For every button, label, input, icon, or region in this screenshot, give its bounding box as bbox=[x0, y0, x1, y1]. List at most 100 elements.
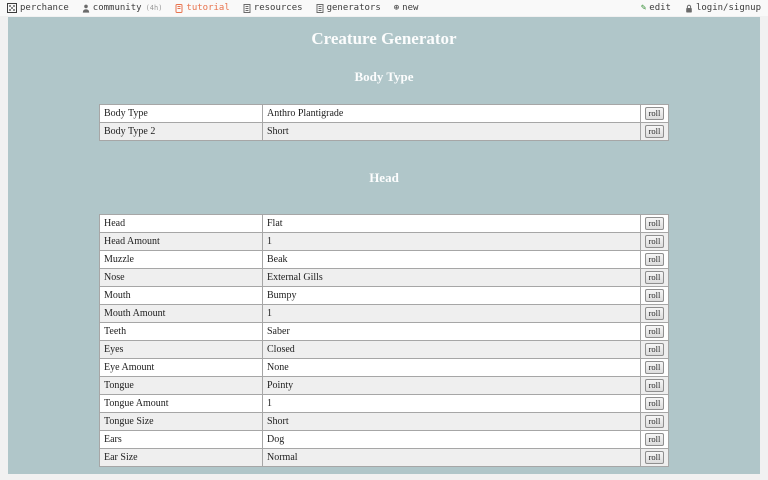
table-row: Head Amount 1 roll bbox=[99, 232, 669, 251]
nav-item-perchance[interactable]: perchance bbox=[7, 3, 69, 13]
row-label: Mouth bbox=[99, 286, 263, 305]
row-value: Bumpy bbox=[262, 286, 641, 305]
table-row: Tongue Pointy roll bbox=[99, 376, 669, 395]
roll-button[interactable]: roll bbox=[644, 288, 665, 303]
row-label: Mouth Amount bbox=[99, 304, 263, 323]
row-value: External Gills bbox=[262, 268, 641, 287]
nav-item-generators[interactable]: generators bbox=[316, 3, 381, 13]
table-row: Tongue Amount 1 roll bbox=[99, 394, 669, 413]
generator-section: Body Type Body Type Anthro Plantigrade r… bbox=[8, 69, 760, 141]
roll-button[interactable]: roll bbox=[644, 270, 665, 285]
roll-button[interactable]: roll bbox=[644, 234, 665, 249]
generator-table: Head Flat roll Head Amount 1 roll Muzzle… bbox=[99, 214, 669, 467]
roll-button[interactable]: roll bbox=[644, 342, 665, 357]
section-heading: Body Type bbox=[354, 69, 414, 84]
table-row: Body Type Anthro Plantigrade roll bbox=[99, 104, 669, 123]
table-row: Ear Size Normal roll bbox=[99, 448, 669, 467]
roll-cell: roll bbox=[640, 322, 669, 341]
nav-label-new: new bbox=[402, 3, 419, 13]
row-value: Closed bbox=[262, 340, 641, 359]
roll-cell: roll bbox=[640, 430, 669, 449]
row-value: Pointy bbox=[262, 376, 641, 395]
nav-item-edit[interactable]: ✎ edit bbox=[641, 3, 671, 13]
community-person-icon bbox=[82, 4, 89, 13]
roll-button[interactable]: roll bbox=[644, 324, 665, 339]
row-value: 1 bbox=[262, 304, 641, 323]
nav-label-generators: generators bbox=[326, 3, 381, 13]
roll-button[interactable]: roll bbox=[644, 432, 665, 447]
page-title: Creature Generator bbox=[311, 29, 457, 48]
generators-page-icon bbox=[316, 3, 324, 13]
nav-item-login-signup[interactable]: login/signup bbox=[685, 3, 761, 13]
row-label: Eye Amount bbox=[99, 358, 263, 377]
edit-pencil-icon: ✎ bbox=[640, 2, 647, 13]
nav-label-perchance: perchance bbox=[20, 3, 69, 13]
roll-button[interactable]: roll bbox=[644, 360, 665, 375]
generator-page: Creature Generator Body Type Body Type A… bbox=[8, 17, 760, 474]
table-row: Eye Amount None roll bbox=[99, 358, 669, 377]
table-row: Muzzle Beak roll bbox=[99, 250, 669, 269]
row-label: Body Type bbox=[99, 104, 263, 123]
row-label: Ears bbox=[99, 430, 263, 449]
roll-button[interactable]: roll bbox=[644, 450, 665, 465]
roll-cell: roll bbox=[640, 412, 669, 431]
sections: Body Type Body Type Anthro Plantigrade r… bbox=[8, 69, 760, 467]
table-row: Eyes Closed roll bbox=[99, 340, 669, 359]
roll-cell: roll bbox=[640, 394, 669, 413]
table-row: Teeth Saber roll bbox=[99, 322, 669, 341]
roll-cell: roll bbox=[640, 214, 669, 233]
row-value: Dog bbox=[262, 430, 641, 449]
resources-page-icon bbox=[243, 3, 251, 13]
tutorial-book-icon bbox=[175, 3, 183, 13]
row-label: Head Amount bbox=[99, 232, 263, 251]
roll-button[interactable]: roll bbox=[644, 216, 665, 231]
table-row: Mouth Bumpy roll bbox=[99, 286, 669, 305]
nav-label-community: community bbox=[92, 3, 142, 13]
row-value: 1 bbox=[262, 232, 641, 251]
generator-section: Head Head Flat roll Head Amount 1 roll M… bbox=[8, 170, 760, 467]
roll-button[interactable]: roll bbox=[644, 124, 665, 139]
row-value: Saber bbox=[262, 322, 641, 341]
roll-cell: roll bbox=[640, 304, 669, 323]
nav-label-edit: edit bbox=[649, 3, 671, 13]
roll-button[interactable]: roll bbox=[644, 414, 665, 429]
row-label: Body Type 2 bbox=[99, 122, 263, 141]
roll-cell: roll bbox=[640, 448, 669, 467]
table-row: Tongue Size Short roll bbox=[99, 412, 669, 431]
top-navbar: perchance community (4h) tutorial resour… bbox=[0, 0, 768, 16]
roll-button[interactable]: roll bbox=[644, 306, 665, 321]
roll-cell: roll bbox=[640, 376, 669, 395]
nav-item-tutorial[interactable]: tutorial bbox=[175, 3, 230, 13]
row-label: Tongue Amount bbox=[99, 394, 263, 413]
nav-item-community[interactable]: community (4h) bbox=[82, 3, 163, 13]
roll-cell: roll bbox=[640, 250, 669, 269]
row-label: Nose bbox=[99, 268, 263, 287]
roll-button[interactable]: roll bbox=[644, 106, 665, 121]
section-heading: Head bbox=[369, 170, 399, 185]
new-plus-circle-icon: ⊕ bbox=[393, 2, 400, 13]
nav-item-resources[interactable]: resources bbox=[243, 3, 303, 13]
table-row: Ears Dog roll bbox=[99, 430, 669, 449]
roll-button[interactable]: roll bbox=[644, 396, 665, 411]
perchance-logo-icon bbox=[7, 3, 17, 13]
row-label: Tongue Size bbox=[99, 412, 263, 431]
row-value: Anthro Plantigrade bbox=[262, 104, 641, 123]
row-value: Flat bbox=[262, 214, 641, 233]
row-value: Normal bbox=[262, 448, 641, 467]
table-row: Head Flat roll bbox=[99, 214, 669, 233]
row-label: Teeth bbox=[99, 322, 263, 341]
row-value: Short bbox=[262, 122, 641, 141]
roll-button[interactable]: roll bbox=[644, 378, 665, 393]
table-row: Nose External Gills roll bbox=[99, 268, 669, 287]
row-label: Ear Size bbox=[99, 448, 263, 467]
lock-icon bbox=[686, 4, 692, 12]
roll-button[interactable]: roll bbox=[644, 252, 665, 267]
roll-cell: roll bbox=[640, 104, 669, 123]
community-activity-badge: (4h) bbox=[145, 4, 163, 12]
nav-item-new[interactable]: ⊕ new bbox=[394, 3, 419, 13]
row-value: Short bbox=[262, 412, 641, 431]
row-label: Muzzle bbox=[99, 250, 263, 269]
nav-label-tutorial: tutorial bbox=[186, 3, 230, 13]
generator-table: Body Type Anthro Plantigrade roll Body T… bbox=[99, 104, 669, 141]
roll-cell: roll bbox=[640, 268, 669, 287]
